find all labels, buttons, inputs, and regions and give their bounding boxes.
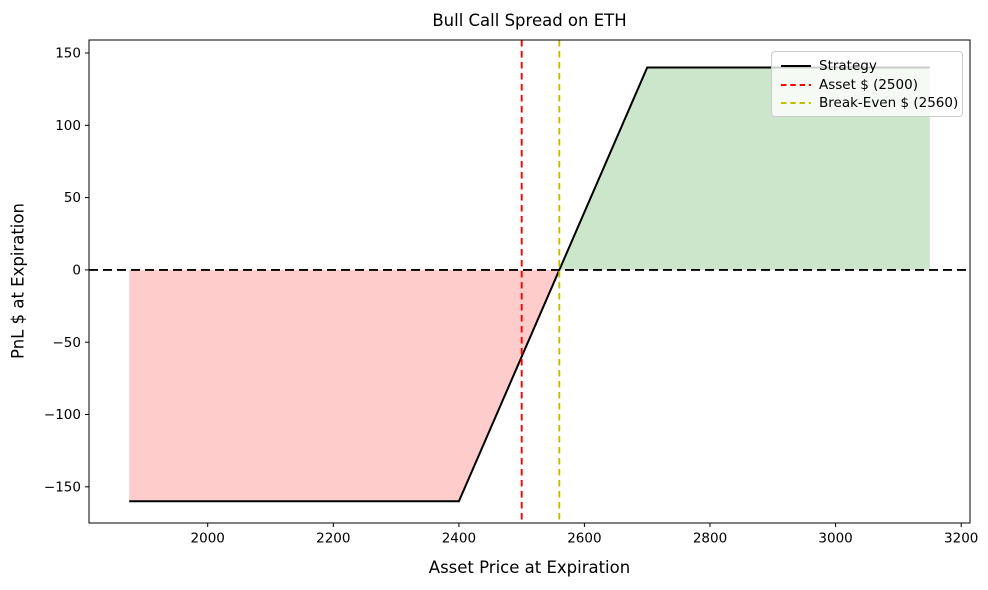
chart-title: Bull Call Spread on ETH <box>432 11 627 30</box>
legend-line-sample <box>781 83 811 86</box>
legend-label: Asset $ (2500) <box>819 76 918 93</box>
legend: Strategy Asset $ (2500) Break-Even $ (2560… <box>771 51 963 117</box>
x-tick-label: 2800 <box>693 531 727 547</box>
x-tick-label: 2600 <box>567 531 601 547</box>
x-tick-label: 2200 <box>316 531 350 547</box>
legend-item: Strategy <box>781 57 962 76</box>
legend-line-sample <box>781 65 811 68</box>
y-tick-label: 100 <box>55 118 81 134</box>
legend-item: Break-Even $ (2560) <box>781 94 962 113</box>
y-tick-label: 150 <box>55 46 81 62</box>
loss-region <box>129 269 560 502</box>
x-axis-label: Asset Price at Expiration <box>428 558 631 577</box>
legend-line-sample <box>781 102 811 105</box>
x-tick-label: 2400 <box>442 531 476 547</box>
x-tick-label: 3200 <box>944 531 978 547</box>
plot-border <box>88 39 971 524</box>
y-tick-label: 0 <box>72 262 81 278</box>
y-tick-label: −150 <box>44 479 81 495</box>
y-axis-label: PnL $ at Expiration <box>8 203 28 359</box>
y-tick-label: −50 <box>53 335 82 351</box>
legend-label: Strategy <box>819 58 877 75</box>
x-tick-label: 2000 <box>191 531 225 547</box>
x-tick-label: 3000 <box>818 531 852 547</box>
profit-region <box>559 67 930 270</box>
y-tick-label: −100 <box>44 407 81 423</box>
legend-item: Asset $ (2500) <box>781 76 962 95</box>
legend-label: Break-Even $ (2560) <box>819 95 959 112</box>
y-tick-label: 50 <box>64 190 81 206</box>
